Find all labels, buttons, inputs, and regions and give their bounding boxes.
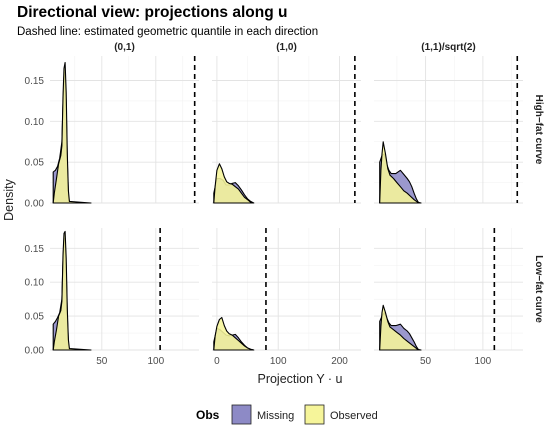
- facet-panel: 50 100 0.00 0.05 0.10 0.15: [25, 228, 199, 367]
- density-area-observed: [52, 61, 92, 204]
- x-tick-label: 0: [214, 356, 220, 367]
- density-area-observed: [379, 304, 422, 351]
- y-tick-label: 0.00: [25, 346, 45, 357]
- x-tick-label: 100: [475, 356, 492, 367]
- y-tick-label: 0.10: [25, 278, 45, 289]
- x-axis-title: Projection Y · u: [257, 372, 342, 386]
- facet-column-label: (1,1)/sqrt(2): [421, 42, 475, 53]
- y-tick-label: 0.15: [25, 244, 45, 255]
- y-tick-label: 0.00: [25, 199, 45, 210]
- legend-label-observed: Observed: [330, 410, 378, 422]
- legend-label-missing: Missing: [257, 410, 294, 422]
- facet-panel: [374, 56, 523, 204]
- facet-column-label: (0,1): [114, 42, 135, 53]
- y-tick-label: 0.15: [25, 76, 45, 87]
- x-tick-label: 50: [420, 356, 432, 367]
- facet-panel: 0.00 0.05 0.10 0.15: [25, 56, 199, 210]
- facet-column-label: (1,0): [276, 42, 297, 53]
- y-tick-label: 0.05: [25, 158, 45, 169]
- chart-title: Directional view: projections along u: [17, 4, 287, 21]
- chart-subtitle: Dashed line: estimated geometric quantil…: [17, 26, 318, 38]
- legend-key-observed: [304, 404, 325, 425]
- facet-row-label: High−fat curve: [533, 95, 544, 165]
- x-tick-label: 100: [270, 356, 287, 367]
- x-tick-label: 100: [147, 356, 164, 367]
- facet-panel: 0 100 200: [212, 228, 361, 367]
- facet-grid: (0,1) (1,0) (1,1)/sqrt(2) High−fat curve Low…: [25, 42, 544, 367]
- y-axis-title: Density: [2, 178, 16, 220]
- facet-row-label: Low−fat curve: [533, 255, 544, 323]
- density-area-observed: [213, 316, 255, 351]
- y-tick-label: 0.10: [25, 117, 45, 128]
- facet-panel: [212, 56, 361, 204]
- facet-panel: 50 100: [374, 228, 523, 367]
- legend-key-missing: [231, 404, 252, 425]
- density-area-observed: [379, 141, 422, 204]
- density-area-observed: [52, 230, 92, 351]
- density-area-observed: [213, 163, 255, 204]
- x-tick-label: 200: [331, 356, 348, 367]
- legend-title: Obs: [196, 408, 220, 422]
- x-tick-label: 50: [96, 356, 108, 367]
- y-tick-label: 0.05: [25, 312, 45, 323]
- legend: Obs Missing Observed: [196, 404, 378, 425]
